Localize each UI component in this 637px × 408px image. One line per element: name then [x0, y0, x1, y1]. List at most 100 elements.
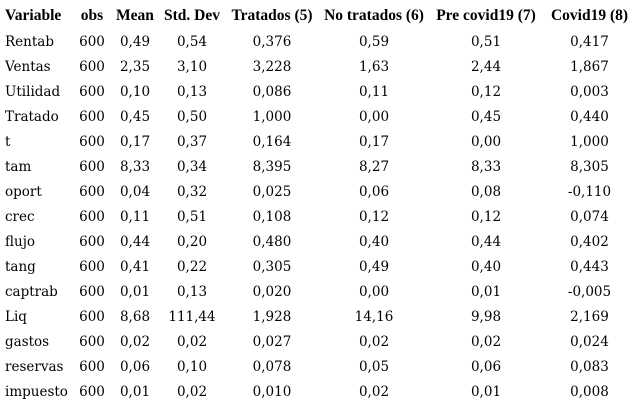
cell-value: 0,086	[252, 83, 292, 100]
cell-value: 0,02	[358, 333, 390, 350]
cell-variable: Ventas	[5, 58, 51, 75]
cell-value: 0,10	[176, 358, 208, 375]
cell-value: 0,003	[570, 83, 609, 100]
cell-value: 0,024	[570, 333, 609, 350]
cell-value: 0,06	[119, 358, 151, 375]
cell-value: 0,45	[119, 108, 151, 125]
cell-value: 0,13	[176, 283, 208, 300]
cell-value: 1,867	[570, 58, 609, 75]
cell-variable: oport	[5, 183, 42, 200]
cell-value: 0,083	[570, 358, 609, 375]
cell-value: 0,164	[252, 133, 292, 150]
table-row: gastos 600 0,02 0,02 0,027 0,02 0,02 0,024	[0, 329, 637, 354]
cell-value: 0,11	[119, 208, 151, 225]
column-header: Mean	[116, 6, 154, 24]
cell-value: 0,02	[176, 383, 208, 400]
cell-value: 1,000	[252, 108, 292, 125]
cell-value: 8,33	[119, 158, 151, 175]
cell-value: 0,41	[119, 258, 151, 275]
cell-value: 600	[79, 158, 105, 175]
cell-value: 600	[79, 358, 105, 375]
cell-value: 600	[79, 183, 105, 200]
cell-value: 0,12	[470, 208, 502, 225]
cell-value: 600	[79, 83, 105, 100]
cell-value: 0,00	[358, 283, 390, 300]
cell-variable: captrab	[5, 283, 58, 300]
cell-value: 600	[79, 308, 105, 325]
table-row: tam 600 8,33 0,34 8,395 8,27 8,33 8,305	[0, 154, 637, 179]
cell-value: 0,078	[252, 358, 292, 375]
cell-value: 0,06	[470, 358, 502, 375]
table-header: Variable obs Mean Std. Dev Tratados (5) No tr…	[0, 2, 637, 29]
cell-value: 0,10	[119, 83, 151, 100]
cell-value: 8,33	[470, 158, 502, 175]
table-row: impuesto 600 0,01 0,02 0,010 0,02 0,01 0,008	[0, 379, 637, 404]
cell-value: 600	[79, 383, 105, 400]
cell-value: 600	[79, 333, 105, 350]
cell-value: 0,49	[358, 258, 390, 275]
cell-value: 0,025	[252, 183, 292, 200]
cell-value: 14,16	[354, 308, 394, 325]
cell-value: 0,01	[470, 283, 502, 300]
column-header: obs	[80, 6, 104, 24]
cell-value: 8,68	[119, 308, 151, 325]
cell-value: 0,376	[252, 33, 292, 50]
cell-value: -0,110	[567, 183, 612, 200]
cell-value: 0,37	[176, 133, 208, 150]
cell-value: 0,08	[470, 183, 502, 200]
cell-value: 0,417	[570, 33, 609, 50]
cell-value: 0,44	[470, 233, 502, 250]
cell-value: 600	[79, 208, 105, 225]
cell-value: 0,40	[470, 258, 502, 275]
cell-value: 0,54	[176, 33, 208, 50]
header-row: Variable obs Mean Std. Dev Tratados (5) No tr…	[0, 2, 637, 29]
cell-value: 0,06	[358, 183, 390, 200]
cell-value: 600	[79, 233, 105, 250]
cell-value: 0,49	[119, 33, 151, 50]
cell-value: 0,108	[252, 208, 292, 225]
cell-value: 600	[79, 33, 105, 50]
cell-variable: Tratado	[5, 108, 59, 125]
cell-value: 0,440	[570, 108, 609, 125]
cell-value: 0,20	[176, 233, 208, 250]
cell-value: 8,395	[252, 158, 292, 175]
table-row: Tratado 600 0,45 0,50 1,000 0,00 0,45 0,440	[0, 104, 637, 129]
table-body: Rentab 600 0,49 0,54 0,376 0,59 0,51 0,417 Venta…	[0, 29, 637, 404]
cell-value: 9,98	[470, 308, 502, 325]
cell-value: 0,17	[119, 133, 151, 150]
cell-value: 0,02	[119, 333, 151, 350]
cell-value: 600	[79, 283, 105, 300]
table-row: Liq 600 8,68 111,44 1,928 14,16 9,98 2,169	[0, 304, 637, 329]
cell-value: 1,928	[252, 308, 292, 325]
cell-variable: flujo	[5, 233, 36, 250]
cell-value: 0,305	[252, 258, 292, 275]
cell-value: 3,228	[252, 58, 292, 75]
cell-value: 1,000	[570, 133, 609, 150]
cell-value: 8,305	[570, 158, 609, 175]
cell-value: 0,02	[358, 383, 390, 400]
cell-variable: tam	[5, 158, 32, 175]
cell-value: 0,44	[119, 233, 151, 250]
cell-value: 0,12	[358, 208, 390, 225]
cell-variable: t	[5, 133, 11, 150]
cell-value: 0,59	[358, 33, 390, 50]
column-header: Variable	[5, 6, 62, 24]
cell-value: 0,010	[252, 383, 292, 400]
table-row: reservas 600 0,06 0,10 0,078 0,05 0,06 0,083	[0, 354, 637, 379]
cell-value: 0,11	[358, 83, 390, 100]
cell-value: 0,01	[119, 383, 151, 400]
cell-value: 0,51	[176, 208, 208, 225]
cell-variable: Liq	[5, 308, 27, 325]
column-header: Pre covid19 (7)	[436, 6, 536, 24]
cell-variable: impuesto	[5, 383, 68, 400]
column-header: No tratados (6)	[324, 6, 424, 24]
cell-value: 0,008	[570, 383, 609, 400]
table-row: flujo 600 0,44 0,20 0,480 0,40 0,44 0,402	[0, 229, 637, 254]
table-row: Utilidad 600 0,10 0,13 0,086 0,11 0,12 0,003	[0, 79, 637, 104]
cell-value: 0,01	[119, 283, 151, 300]
table-row: Ventas 600 2,35 3,10 3,228 1,63 2,44 1,867	[0, 54, 637, 79]
cell-variable: crec	[5, 208, 35, 225]
cell-value: 8,27	[358, 158, 390, 175]
cell-value: 0,074	[570, 208, 609, 225]
